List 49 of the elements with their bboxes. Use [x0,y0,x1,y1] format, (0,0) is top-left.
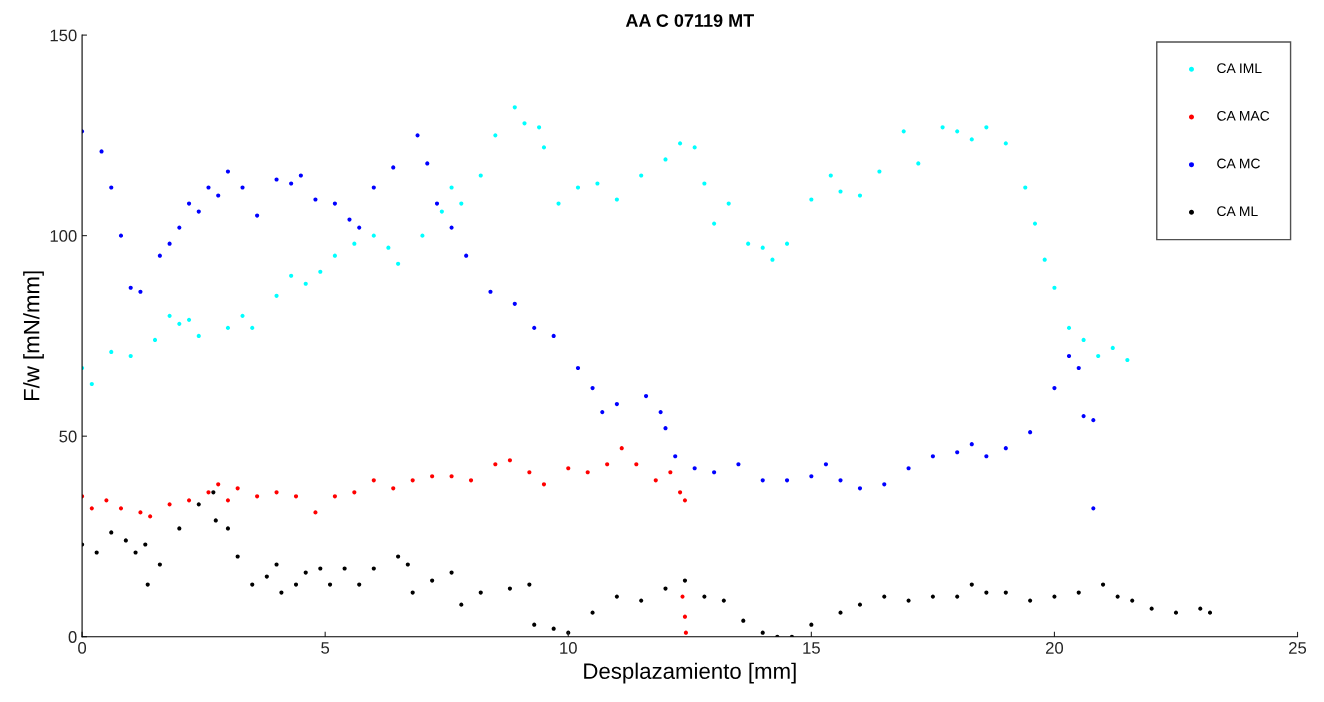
point [668,470,673,475]
point [541,482,547,487]
point [255,494,260,499]
point [391,486,396,491]
point [118,506,124,511]
point [678,490,683,495]
x-tick-label: 20 [1046,642,1064,654]
x-tick-label: 15 [803,642,820,654]
point [683,630,688,635]
point [634,462,639,467]
point [605,462,610,467]
point [682,614,688,619]
y-tick-label: 0 [68,631,77,643]
chart-title: AA C 07119 MT [625,14,754,27]
point [371,478,376,483]
y-axis-title: F/w [mN/mm] [23,271,44,401]
point [216,482,221,487]
point [619,446,624,451]
point [186,498,192,503]
y-tick-label: 150 [50,29,77,42]
point [430,474,435,479]
x-tick-label: 10 [560,642,577,654]
point [235,486,240,491]
point [468,478,474,483]
point [585,470,590,475]
point [332,494,337,499]
point [682,498,688,503]
x-tick-label: 25 [1289,642,1307,654]
legend-label: CA ML [1217,206,1258,217]
y-tick-label: 50 [59,430,77,443]
point [566,466,571,471]
legend-label: CA MAC [1217,110,1270,121]
y-tick-label: 100 [50,230,77,242]
x-tick-label: 5 [321,642,330,654]
point [352,490,357,495]
point [148,514,153,519]
point [225,498,231,503]
x-tick-label: 0 [78,642,87,654]
point [527,470,532,475]
point [410,478,415,483]
legend-label: CA IML [1217,63,1262,74]
point [104,498,109,503]
point [653,478,658,483]
x-axis-title: Desplazamiento [mm] [584,662,796,684]
point [493,462,498,467]
point [507,458,512,463]
legend-label: CA MC [1217,158,1260,169]
point [89,506,94,511]
point [293,494,299,499]
